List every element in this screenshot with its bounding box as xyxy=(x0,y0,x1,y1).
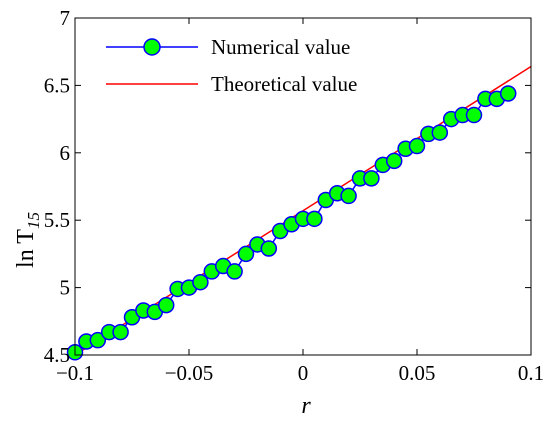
x-tick-label: −0.1 xyxy=(56,361,94,385)
legend-marker-numerical xyxy=(143,38,161,56)
plot-area: −0.1 −0.05 0 0.05 0.1 4.5 5 5.5 6 6.5 7 xyxy=(44,6,544,385)
numerical-value-point xyxy=(192,273,209,291)
numerical-value-point xyxy=(408,137,426,155)
x-tick-label: 0.05 xyxy=(399,361,436,385)
legend-label-numerical: Numerical value xyxy=(211,35,350,59)
x-tick-label: −0.05 xyxy=(165,361,214,385)
numerical-value-point xyxy=(112,323,129,341)
numerical-value-point xyxy=(226,263,243,280)
numerical-value-point xyxy=(431,124,449,141)
numerical-value-point xyxy=(157,296,175,314)
numerical-value-point xyxy=(306,210,323,228)
numerical-value-point xyxy=(363,170,380,187)
y-axis-label: ln T15 xyxy=(13,212,43,268)
y-tick-label: 5 xyxy=(60,276,71,300)
numerical-value-point xyxy=(237,245,255,263)
y-axis-label-base: ln T xyxy=(13,229,39,268)
numerical-value-point xyxy=(340,187,357,205)
y-tick-label: 5.5 xyxy=(44,208,70,232)
numerical-value-point xyxy=(385,152,403,170)
y-tick-label: 6 xyxy=(60,141,71,165)
legend: Numerical value Theoretical value xyxy=(106,35,357,96)
y-axis-label-subscript: 15 xyxy=(24,212,43,229)
y-tick-label: 4.5 xyxy=(44,343,70,367)
y-tick-label: 6.5 xyxy=(44,73,70,97)
x-tick-label: 0 xyxy=(298,361,309,385)
x-tick-label: 0.1 xyxy=(518,361,544,385)
numerical-value-point xyxy=(260,240,278,257)
y-tick-label: 7 xyxy=(60,6,71,30)
x-axis-label: r xyxy=(301,393,311,419)
legend-label-theoretical: Theoretical value xyxy=(211,72,357,96)
numerical-value-point xyxy=(465,106,483,124)
numerical-value-point xyxy=(499,85,517,102)
numerical-value-point xyxy=(89,331,107,349)
